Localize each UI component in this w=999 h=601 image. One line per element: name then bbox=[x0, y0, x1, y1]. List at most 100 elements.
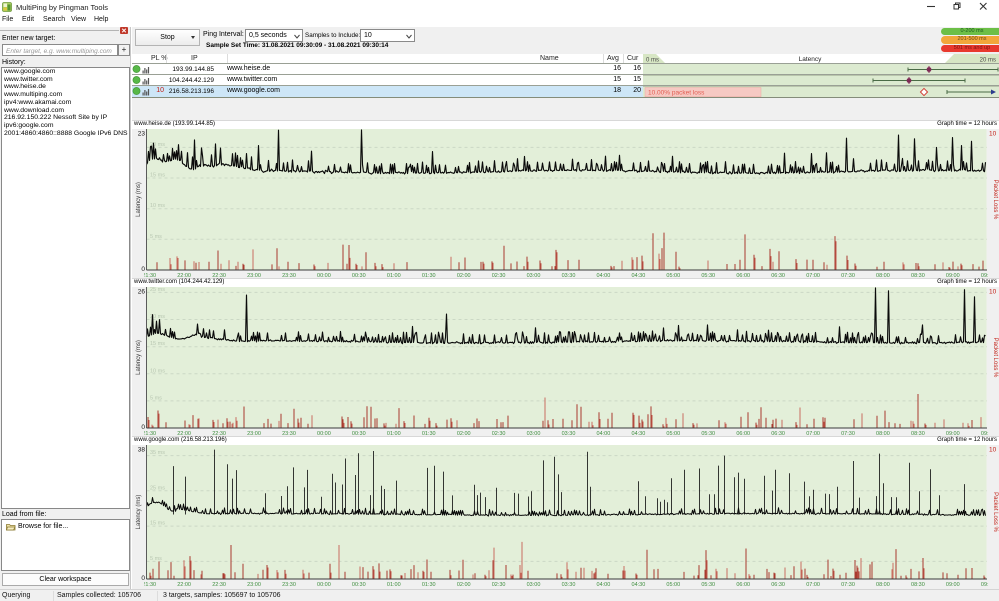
svg-text:09:00: 09:00 bbox=[946, 273, 960, 278]
svg-text:5 ms: 5 ms bbox=[150, 395, 162, 401]
svg-text:05:00: 05:00 bbox=[666, 431, 680, 436]
svg-text:09:00: 09:00 bbox=[946, 582, 960, 588]
svg-text:5 ms: 5 ms bbox=[150, 555, 162, 561]
svg-text:05:30: 05:30 bbox=[701, 431, 715, 436]
svg-text:03:00: 03:00 bbox=[527, 582, 541, 588]
svg-text:03:00: 03:00 bbox=[527, 431, 541, 436]
svg-text:07:30: 07:30 bbox=[841, 582, 855, 588]
svg-text:06:30: 06:30 bbox=[771, 273, 785, 278]
svg-text:20 ms: 20 ms bbox=[980, 57, 996, 63]
svg-text:02:30: 02:30 bbox=[492, 273, 506, 278]
svg-text:09:30: 09:30 bbox=[981, 582, 995, 588]
svg-text:02:00: 02:00 bbox=[457, 273, 471, 278]
svg-text:21:30: 21:30 bbox=[142, 431, 156, 436]
svg-text:00:30: 00:30 bbox=[352, 273, 366, 278]
svg-text:07:00: 07:00 bbox=[806, 273, 820, 278]
svg-text:20 ms: 20 ms bbox=[150, 314, 165, 320]
svg-text:05:00: 05:00 bbox=[666, 582, 680, 588]
svg-text:09:30: 09:30 bbox=[981, 431, 995, 436]
svg-text:04:00: 04:00 bbox=[597, 431, 611, 436]
svg-text:0: 0 bbox=[141, 266, 145, 273]
svg-text:22:30: 22:30 bbox=[212, 273, 226, 278]
svg-text:02:00: 02:00 bbox=[457, 582, 471, 588]
svg-text:05:30: 05:30 bbox=[701, 582, 715, 588]
svg-text:04:00: 04:00 bbox=[597, 582, 611, 588]
svg-text:22:00: 22:00 bbox=[177, 431, 191, 436]
svg-text:09:30: 09:30 bbox=[981, 273, 995, 278]
svg-text:21:30: 21:30 bbox=[142, 582, 156, 588]
svg-text:06:30: 06:30 bbox=[771, 582, 785, 588]
svg-text:10.00% packet loss: 10.00% packet loss bbox=[648, 89, 705, 96]
svg-text:15 ms: 15 ms bbox=[150, 341, 165, 347]
svg-text:04:00: 04:00 bbox=[597, 273, 611, 278]
svg-text:25 ms: 25 ms bbox=[150, 485, 165, 491]
svg-text:22:30: 22:30 bbox=[212, 582, 226, 588]
svg-text:02:30: 02:30 bbox=[492, 431, 506, 436]
svg-text:35 ms: 35 ms bbox=[150, 450, 165, 456]
svg-text:23: 23 bbox=[138, 130, 146, 137]
svg-text:Latency (ms): Latency (ms) bbox=[136, 494, 142, 529]
svg-text:10 ms: 10 ms bbox=[150, 203, 165, 209]
svg-text:Packet Loss %: Packet Loss % bbox=[992, 337, 998, 377]
svg-text:04:30: 04:30 bbox=[632, 431, 646, 436]
svg-text:04:30: 04:30 bbox=[632, 582, 646, 588]
svg-text:Packet Loss %: Packet Loss % bbox=[992, 492, 998, 532]
svg-text:0: 0 bbox=[141, 575, 145, 582]
svg-text:07:00: 07:00 bbox=[806, 431, 820, 436]
svg-text:06:30: 06:30 bbox=[771, 431, 785, 436]
svg-text:15 ms: 15 ms bbox=[150, 172, 165, 178]
svg-text:10: 10 bbox=[989, 446, 997, 453]
svg-text:10: 10 bbox=[989, 288, 997, 295]
svg-text:03:30: 03:30 bbox=[562, 273, 576, 278]
svg-text:03:30: 03:30 bbox=[562, 582, 576, 588]
svg-text:00:30: 00:30 bbox=[352, 431, 366, 436]
svg-text:09:00: 09:00 bbox=[946, 431, 960, 436]
svg-text:Latency (ms): Latency (ms) bbox=[136, 182, 142, 217]
svg-text:08:30: 08:30 bbox=[911, 431, 925, 436]
svg-text:23:30: 23:30 bbox=[282, 273, 296, 278]
svg-text:02:00: 02:00 bbox=[457, 431, 471, 436]
svg-text:00:00: 00:00 bbox=[317, 431, 331, 436]
svg-text:26: 26 bbox=[138, 288, 146, 295]
svg-text:23:00: 23:00 bbox=[247, 273, 261, 278]
svg-text:23:00: 23:00 bbox=[247, 582, 261, 588]
svg-text:07:00: 07:00 bbox=[806, 582, 820, 588]
svg-text:07:30: 07:30 bbox=[841, 273, 855, 278]
svg-text:20 ms: 20 ms bbox=[150, 141, 165, 147]
svg-text:05:00: 05:00 bbox=[666, 273, 680, 278]
svg-text:23:30: 23:30 bbox=[282, 431, 296, 436]
svg-text:10: 10 bbox=[989, 130, 997, 137]
svg-text:08:00: 08:00 bbox=[876, 431, 890, 436]
svg-text:02:30: 02:30 bbox=[492, 582, 506, 588]
svg-text:06:00: 06:00 bbox=[736, 431, 750, 436]
svg-text:22:00: 22:00 bbox=[177, 273, 191, 278]
svg-text:10 ms: 10 ms bbox=[150, 368, 165, 374]
svg-text:01:00: 01:00 bbox=[387, 582, 401, 588]
svg-text:06:00: 06:00 bbox=[736, 582, 750, 588]
svg-text:04:30: 04:30 bbox=[632, 273, 646, 278]
svg-text:0: 0 bbox=[141, 424, 145, 431]
svg-text:15 ms: 15 ms bbox=[150, 520, 165, 526]
svg-text:00:00: 00:00 bbox=[317, 582, 331, 588]
svg-text:06:00: 06:00 bbox=[736, 273, 750, 278]
svg-text:01:30: 01:30 bbox=[422, 273, 436, 278]
svg-text:08:00: 08:00 bbox=[876, 273, 890, 278]
svg-text:23:30: 23:30 bbox=[282, 582, 296, 588]
svg-text:00:00: 00:00 bbox=[317, 273, 331, 278]
svg-text:38: 38 bbox=[138, 446, 146, 453]
svg-text:25 ms: 25 ms bbox=[150, 287, 165, 293]
svg-text:01:00: 01:00 bbox=[387, 431, 401, 436]
svg-text:01:30: 01:30 bbox=[422, 431, 436, 436]
svg-text:00:30: 00:30 bbox=[352, 582, 366, 588]
svg-text:05:30: 05:30 bbox=[701, 273, 715, 278]
svg-text:Latency (ms): Latency (ms) bbox=[136, 340, 142, 375]
svg-text:03:30: 03:30 bbox=[562, 431, 576, 436]
svg-text:01:00: 01:00 bbox=[387, 273, 401, 278]
svg-text:08:30: 08:30 bbox=[911, 582, 925, 588]
svg-text:22:30: 22:30 bbox=[212, 431, 226, 436]
svg-text:23:00: 23:00 bbox=[247, 431, 261, 436]
svg-text:01:30: 01:30 bbox=[422, 582, 436, 588]
svg-text:21:30: 21:30 bbox=[142, 273, 156, 278]
svg-text:0 ms: 0 ms bbox=[646, 57, 659, 63]
svg-text:Latency: Latency bbox=[799, 56, 823, 63]
